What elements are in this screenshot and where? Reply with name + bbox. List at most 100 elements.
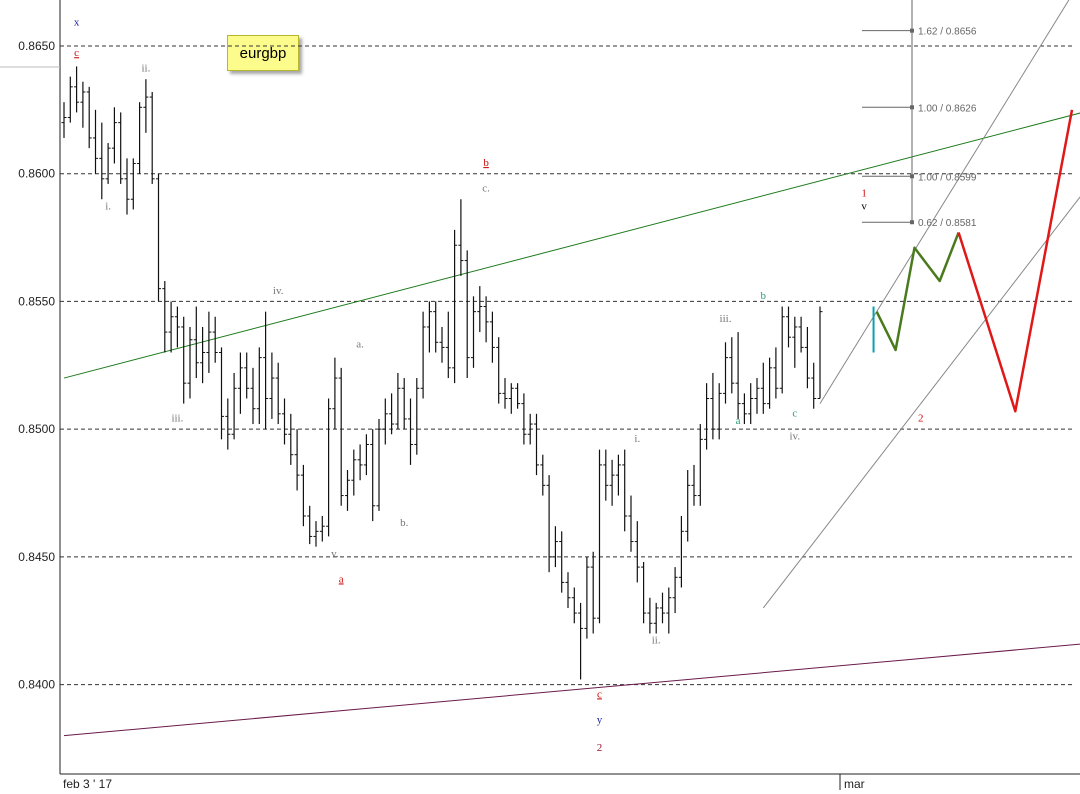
wave-label: iv. <box>273 285 284 297</box>
ohlc-bar <box>105 143 111 184</box>
wave-label: iii. <box>171 412 183 424</box>
ohlc-bar <box>798 316 804 353</box>
wave-label: a <box>339 573 344 585</box>
ohlc-bar <box>496 337 502 404</box>
wave-label: i. <box>105 200 111 212</box>
ohlc-bar <box>647 597 653 634</box>
y-tick-label: 0.8600 <box>18 167 55 181</box>
trendline <box>762 196 1080 609</box>
wave-label: c <box>597 688 602 700</box>
price-bars <box>61 66 823 680</box>
ohlc-bar <box>804 326 810 389</box>
ohlc-bar <box>395 372 401 430</box>
ohlc-bar <box>552 526 558 568</box>
ohlc-bar <box>86 86 92 149</box>
ohlc-bar <box>565 572 571 608</box>
ohlc-bar <box>508 383 514 414</box>
ohlc-bar <box>641 561 647 624</box>
ohlc-bar <box>162 280 168 353</box>
wave-label: iv. <box>790 430 801 442</box>
projection-path <box>957 109 1074 413</box>
ohlc-bar <box>571 587 577 624</box>
wave-label: v. <box>331 548 339 560</box>
ohlc-bar <box>206 311 212 373</box>
wave-label: i. <box>634 433 640 445</box>
x-tick-label: feb 3 ' 17 <box>63 777 112 791</box>
ohlc-bar <box>414 378 420 455</box>
ohlc-bar <box>376 418 382 511</box>
wave-label: 1 <box>861 188 867 200</box>
ohlc-bar <box>590 551 596 634</box>
ohlc-bar <box>389 393 395 435</box>
ohlc-bar <box>426 301 432 353</box>
ohlc-bar <box>269 352 275 419</box>
ohlc-bar <box>61 102 67 138</box>
ohlc-bar <box>408 398 413 465</box>
y-tick-label: 0.8400 <box>18 678 55 692</box>
ohlc-bar <box>445 311 451 379</box>
ohlc-bar <box>489 311 495 363</box>
ohlc-bar <box>653 602 659 634</box>
wave-label: x <box>74 17 80 29</box>
ohlc-bar <box>300 464 306 527</box>
ohlc-bar <box>219 347 224 440</box>
ohlc-bar <box>282 398 287 445</box>
ohlc-bar <box>515 383 521 409</box>
ohlc-bar <box>767 357 773 409</box>
ohlc-bar <box>710 372 716 440</box>
wave-label: b. <box>400 517 409 529</box>
ohlc-bar <box>263 311 269 430</box>
ohlc-bar <box>67 76 73 123</box>
ohlc-bar <box>80 81 86 128</box>
fib-marker <box>910 220 914 225</box>
ohlc-bar <box>326 398 332 537</box>
ohlc-bar <box>578 602 584 680</box>
ohlc-bar <box>244 352 250 399</box>
ohlc-bar <box>433 301 439 353</box>
wave-label: 2 <box>597 742 603 754</box>
ohlc-bar <box>704 383 710 450</box>
trendline <box>63 643 1080 737</box>
wave-labels: xcii.i.iii.iv.a.v.b.abc.cy2i.ii.iii.abci… <box>74 17 924 754</box>
ohlc-bar <box>792 316 798 368</box>
ohlc-bar <box>130 158 136 210</box>
ohlc-bar <box>786 306 791 348</box>
ohlc-bar <box>181 316 187 404</box>
ohlc-bar <box>313 521 319 547</box>
y-tick-label: 0.8650 <box>18 39 55 53</box>
ohlc-bar <box>697 424 703 506</box>
ohlc-bar <box>74 66 80 113</box>
projection-path <box>875 232 960 352</box>
ohlc-bar <box>225 398 231 450</box>
trendlines <box>63 0 1080 737</box>
ohlc-bar <box>741 393 747 425</box>
ohlc-bar <box>294 429 300 491</box>
ohlc-bar <box>458 199 464 276</box>
ohlc-bar <box>735 332 741 419</box>
ohlc-bar <box>773 347 779 399</box>
ohlc-bar <box>666 587 672 634</box>
ohlc-bar <box>634 521 640 583</box>
fib-marker <box>910 174 914 179</box>
ohlc-bar <box>124 158 130 215</box>
wave-label: c <box>792 407 797 419</box>
y-tick-label: 0.8450 <box>18 550 55 564</box>
ohlc-bar <box>156 173 161 302</box>
ohlc-bar <box>603 449 609 501</box>
wave-label: ii. <box>652 635 661 647</box>
ohlc-bar <box>174 306 180 348</box>
ohlc-bar <box>401 378 407 430</box>
ohlc-bar <box>754 378 760 414</box>
ohlc-bar <box>99 122 105 200</box>
trendline <box>63 112 1080 379</box>
ohlc-bar <box>231 372 237 440</box>
ohlc-bar <box>256 347 262 425</box>
fib-marker <box>910 105 914 110</box>
ohlc-bar <box>477 286 483 333</box>
ohlc-bar <box>628 495 634 552</box>
ohlc-bar <box>559 531 565 593</box>
y-tick-label: 0.8550 <box>18 294 55 308</box>
wave-label: y <box>597 714 603 726</box>
